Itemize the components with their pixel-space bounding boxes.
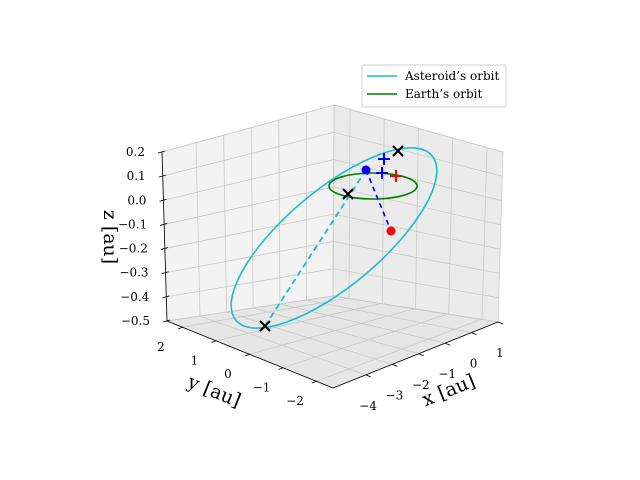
x-gridline [223, 135, 227, 313]
x-tick-mark [445, 342, 451, 346]
z-axis-label: z [au] [99, 210, 121, 264]
z-axis-line [161, 151, 168, 322]
x-gridline [279, 303, 446, 344]
z-gridline [166, 268, 334, 298]
x-gridline [226, 311, 393, 365]
x-tick-label: 1 [496, 346, 504, 360]
z-gridline [166, 295, 334, 322]
x-tick-mark [497, 321, 504, 325]
z-gridline [163, 159, 334, 201]
z-tick-mark [162, 295, 170, 299]
z-tick-mark [158, 174, 166, 178]
blue-plus-marker [378, 153, 390, 165]
x-tick-label: −4 [359, 399, 377, 413]
y-axis-label: y [au] [184, 371, 244, 412]
blue-plus-marker [376, 167, 388, 179]
x-tick-label: −3 [386, 388, 404, 402]
z-gridline [162, 131, 334, 177]
x-gridline [199, 315, 367, 376]
legend-label-earth: Earth’s orbit [405, 87, 482, 101]
x-tick-mark [365, 374, 372, 378]
y-tick-label: 1 [191, 354, 199, 368]
x-marker [342, 188, 354, 200]
y-tick-label: −2 [286, 394, 304, 408]
y-tick-label: 0 [224, 367, 232, 381]
tick-group: 0.2 0.1 0.0 −0.1 −0.2 −0.3 −0.4 −0.5 2 1 0 −1 −2 −4 −3… [118, 145, 504, 413]
z-tick-mark [161, 271, 169, 275]
blue-point [361, 165, 371, 175]
z-tick-label: 0.2 [126, 145, 145, 159]
z-tick-mark [157, 150, 166, 154]
asteroid-orbit-line [230, 147, 438, 329]
y-tick-mark [278, 367, 284, 370]
y-gridline [381, 119, 385, 304]
z-tick-label: −0.5 [121, 314, 150, 328]
x-gridline [332, 104, 335, 297]
y-gridline [348, 109, 351, 299]
y-tick-label: 2 [157, 340, 165, 354]
x-tick-mark [392, 364, 398, 367]
z-gridline [164, 213, 334, 249]
x-gridline [332, 295, 499, 323]
z-tick-label: −0.4 [120, 290, 150, 304]
z-gridline [161, 104, 335, 153]
y-gridline [448, 137, 454, 314]
x-tick-label: −1 [438, 367, 456, 381]
x-gridline [250, 127, 254, 309]
z-tick-mark [160, 223, 168, 226]
x-gridline [195, 142, 201, 317]
grid-lines [161, 104, 504, 382]
legend: Asteroid’s orbit Earth’s orbit [361, 64, 507, 108]
x-axis-line [332, 321, 499, 389]
z-tick-label: −0.1 [118, 217, 147, 231]
earth-orbit-line [328, 172, 418, 200]
legend-label-asteroid: Asteroid’s orbit [404, 69, 499, 83]
z-tick-mark [159, 198, 167, 202]
y-tick-mark [244, 353, 251, 357]
y-tick-mark [177, 326, 184, 330]
z-tick-label: −0.3 [119, 266, 148, 280]
y-tick-mark [311, 380, 318, 384]
x-tick-mark [418, 353, 424, 357]
y-axis-line [166, 320, 334, 389]
x-tick-label: 0 [470, 357, 478, 371]
z-tick-mark [162, 319, 171, 323]
x-gridline [278, 120, 281, 305]
x-tick-label: −2 [412, 378, 430, 392]
x-gridline [253, 307, 419, 355]
x-gridline [306, 299, 472, 333]
x-marker [259, 320, 271, 332]
y-tick-mark [211, 340, 217, 343]
y-gridline [481, 146, 488, 320]
x-tick-mark [471, 332, 477, 335]
z-tick-label: 0.0 [127, 193, 146, 207]
z-tick-label: 0.1 [127, 169, 146, 183]
x-marker [392, 145, 404, 157]
z-tick-label: −0.2 [119, 242, 148, 256]
blue-red-dashed-line [365, 169, 392, 232]
pane-left [161, 104, 335, 322]
z-gridline [165, 241, 334, 274]
red-point [386, 226, 396, 236]
z-tick-mark [160, 247, 168, 250]
z-gridline [164, 186, 334, 225]
y-tick-label: −1 [253, 381, 271, 395]
red-plus-marker [390, 170, 402, 182]
